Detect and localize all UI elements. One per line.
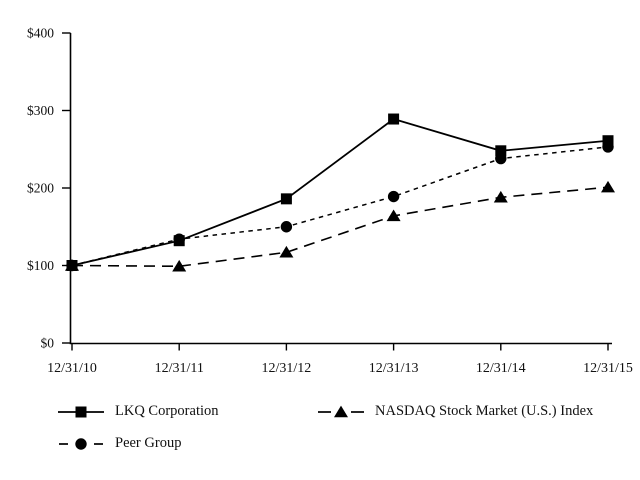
series-line-1 [71,186,609,268]
legend-label-nasdaq: NASDAQ Stock Market (U.S.) Index [375,403,594,419]
x-axis-tick-label: 12/31/10 [47,361,97,376]
square-marker [602,135,614,147]
y-axis-tick-label: $400 [27,26,54,41]
y-axis-tick-label: $300 [27,103,54,118]
circle-marker [280,221,293,233]
y-axis-tick-label: $0 [41,336,55,351]
square-marker [495,145,507,157]
triangle-dashed-line-marker-icon [318,405,364,417]
square-marker [280,193,292,205]
circle-dashed-line-marker-icon [59,437,103,450]
x-axis-tick-label: 12/31/13 [369,361,419,376]
legend-item-lkq: LKQ Corporation [58,403,219,420]
x-axis-tick-label: 12/31/14 [476,361,526,376]
triangle-marker [493,190,508,203]
y-axis-tick-label: $100 [27,258,54,273]
legend-label-peer: Peer Group [115,435,182,451]
circle-marker [75,437,87,450]
triangle-marker [601,180,615,193]
legend-label-lkq: LKQ Corporation [115,403,219,419]
legend-item-peer: Peer Group [58,435,181,452]
circle-marker [387,190,400,203]
square-marker [173,235,185,247]
square-marker [75,406,87,417]
series-line-2 [71,146,609,267]
series-line-0 [71,118,609,267]
square-marker [66,260,78,271]
triangle-marker [279,245,294,258]
triangle-marker [386,209,401,222]
x-axis-tick-label: 12/31/12 [262,361,312,376]
legend-item-nasdaq: NASDAQ Stock Market (U.S.) Index [318,403,593,420]
triangle-marker [334,405,348,417]
triangle-marker [172,259,187,272]
x-axis-tick-label: 12/31/15 [583,361,633,376]
square-marker [388,113,400,125]
y-axis-tick-label: $200 [27,181,54,196]
square-solid-line-marker-icon [58,406,104,417]
x-axis-tick-label: 12/31/11 [155,361,204,376]
